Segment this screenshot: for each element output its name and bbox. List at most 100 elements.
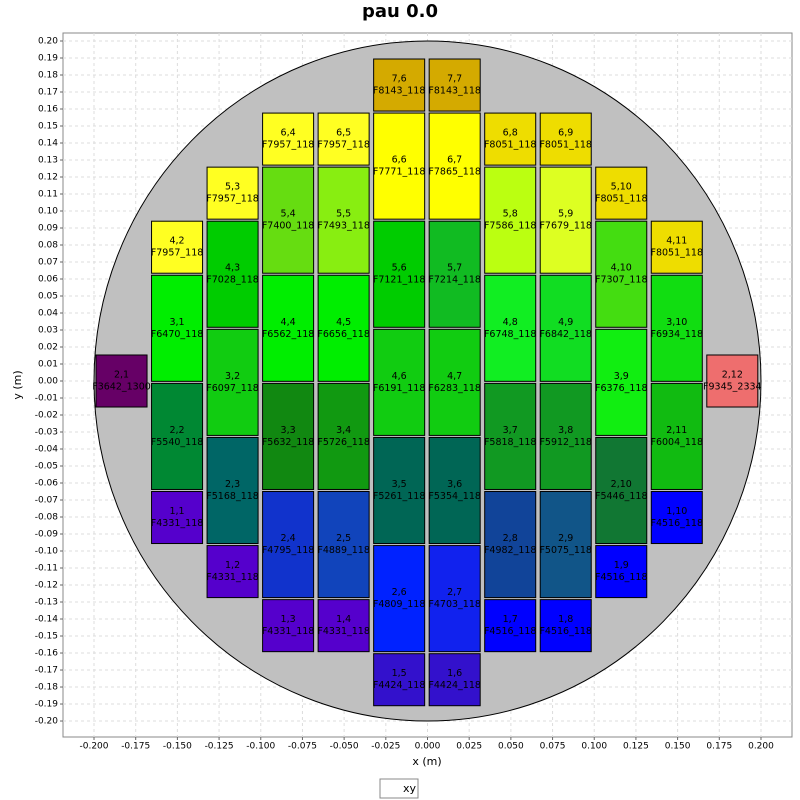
die-name: F4516_118 <box>484 626 537 637</box>
die-name: F8143_118 <box>428 86 481 97</box>
die <box>373 436 426 545</box>
die-label: 4,6 <box>392 371 407 382</box>
y-tick-label: -0.12 <box>35 581 58 591</box>
die-name: F5818_118 <box>484 437 537 448</box>
die-name: F7400_118 <box>262 221 315 232</box>
die-label: 6,7 <box>447 155 462 166</box>
y-tick-label: 0.11 <box>38 189 58 199</box>
die-name: F4331_118 <box>206 572 259 583</box>
die-label: 4,4 <box>281 317 296 328</box>
die <box>484 112 537 166</box>
die-name: F5354_118 <box>428 491 481 502</box>
die-label: 5,4 <box>281 209 296 220</box>
die <box>317 166 370 274</box>
die-label: 5,3 <box>225 182 240 193</box>
die-label: 1,1 <box>169 506 184 517</box>
y-tick-label: 0.15 <box>38 121 58 131</box>
die-label: 6,6 <box>392 155 407 166</box>
die <box>539 599 592 653</box>
die <box>206 436 259 545</box>
die <box>151 382 204 490</box>
die <box>484 274 537 382</box>
die <box>151 274 204 382</box>
die-name: F4982_118 <box>484 545 537 556</box>
y-tick-label: 0.19 <box>38 53 58 63</box>
die <box>317 382 370 490</box>
die-label: 3,10 <box>666 317 687 328</box>
die <box>650 491 703 545</box>
x-tick-label: -0.175 <box>121 742 150 752</box>
y-tick-label: 0.04 <box>38 309 58 319</box>
die-label: 1,3 <box>281 614 296 625</box>
die-name: F4889_118 <box>317 545 370 556</box>
y-tick-label: -0.17 <box>35 666 58 676</box>
die-name: F4809_118 <box>373 599 426 610</box>
y-tick-label: -0.15 <box>35 632 58 642</box>
y-tick-label: -0.02 <box>35 411 58 421</box>
legend-entry: xy <box>403 782 417 795</box>
die-name: F5540_118 <box>151 437 204 448</box>
die <box>262 599 315 653</box>
die-label: 4,9 <box>558 317 573 328</box>
y-tick-label: 0.07 <box>38 257 58 267</box>
dies: 2,1F3642_13004,2F7957_1183,1F6470_1182,2… <box>92 58 762 707</box>
y-tick-label: -0.09 <box>35 530 59 540</box>
y-tick-label: -0.04 <box>35 445 59 455</box>
die <box>650 274 703 382</box>
die <box>373 112 426 220</box>
x-tick-label: 0.025 <box>456 742 482 752</box>
die-name: F7957_118 <box>206 194 259 205</box>
die-name: F4331_118 <box>262 626 315 637</box>
y-tick-label: 0.16 <box>38 104 58 114</box>
die-name: F5726_118 <box>317 437 370 448</box>
die-label: 2,4 <box>281 533 296 544</box>
die <box>595 545 648 599</box>
die-label: 4,10 <box>611 263 632 274</box>
die <box>428 545 481 653</box>
die-name: F8051_118 <box>595 194 648 205</box>
die-label: 6,4 <box>281 128 296 139</box>
y-tick-label: 0.08 <box>38 240 58 250</box>
die-label: 4,2 <box>169 236 184 247</box>
x-tick-label: -0.100 <box>246 742 275 752</box>
die <box>484 166 537 274</box>
y-tick-label: 0.06 <box>38 275 58 285</box>
die <box>373 220 426 328</box>
die <box>317 112 370 166</box>
die <box>484 382 537 490</box>
x-tick-label: 0.150 <box>665 742 691 752</box>
die-name: F8051_118 <box>651 248 704 259</box>
die-label: 1,9 <box>614 560 629 571</box>
die-label: 2,7 <box>447 587 462 598</box>
die <box>262 491 315 599</box>
die-name: F5912_118 <box>539 437 592 448</box>
y-tick-label: 0.20 <box>38 36 58 46</box>
die <box>151 491 204 545</box>
die <box>428 328 481 436</box>
die-label: 4,5 <box>336 317 351 328</box>
die-label: 1,5 <box>392 668 407 679</box>
y-tick-label: 0.01 <box>38 360 58 370</box>
legend-box <box>379 778 419 799</box>
die <box>262 166 315 274</box>
die-name: F3642_1300 <box>92 382 151 393</box>
x-tick-label: 0.175 <box>706 742 732 752</box>
die-name: F6470_118 <box>151 329 204 340</box>
die <box>484 599 537 653</box>
die <box>206 220 259 328</box>
y-tick-label: -0.07 <box>35 496 58 506</box>
die <box>317 599 370 653</box>
die <box>206 545 259 599</box>
die-name: F6004_118 <box>651 437 704 448</box>
y-tick-label: 0.09 <box>38 223 58 233</box>
die <box>539 382 592 490</box>
die-label: 5,6 <box>392 263 407 274</box>
y-tick-label: -0.13 <box>35 598 58 608</box>
die-label: 5,8 <box>503 209 518 220</box>
die-name: F5168_118 <box>206 491 259 502</box>
wafer <box>93 40 762 722</box>
die-label: 3,1 <box>169 317 184 328</box>
die-label: 3,5 <box>392 479 407 490</box>
die-name: F7957_118 <box>317 140 370 151</box>
die-label: 2,8 <box>503 533 518 544</box>
